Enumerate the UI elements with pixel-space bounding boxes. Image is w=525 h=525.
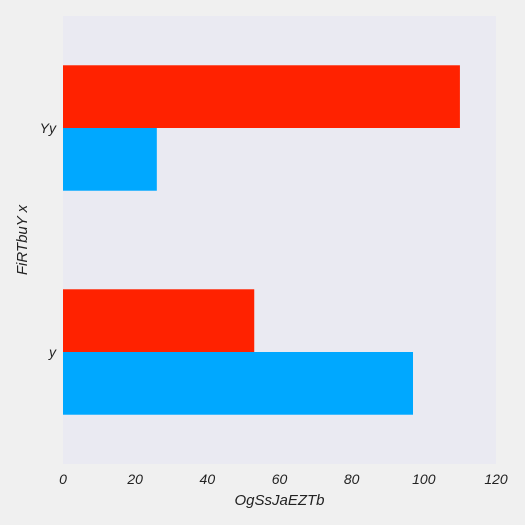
y-tick-label: Yy [40,120,57,136]
bar-y-series-2 [63,289,255,352]
bar-Yy-series-2 [63,65,460,128]
x-tick-label: 0 [59,471,67,487]
x-tick-label: 20 [126,471,143,487]
x-tick-label: 80 [344,471,360,487]
bars-group [63,65,460,415]
x-tick-labels: 0 20 40 60 80 100 120 [59,471,508,487]
bar-Yy-series-1 [63,128,157,191]
x-tick-label: 60 [272,471,288,487]
y-tick-label: y [48,344,57,360]
x-axis-label: OgSsJaEZTb [234,492,324,509]
x-tick-label: 120 [484,471,508,487]
x-tick-label: 40 [200,471,216,487]
bar-y-series-1 [63,352,414,415]
x-tick-label: 100 [412,471,436,487]
y-axis-label: FiRTbuY x [14,204,31,275]
y-tick-labels: y Yy [40,120,57,360]
